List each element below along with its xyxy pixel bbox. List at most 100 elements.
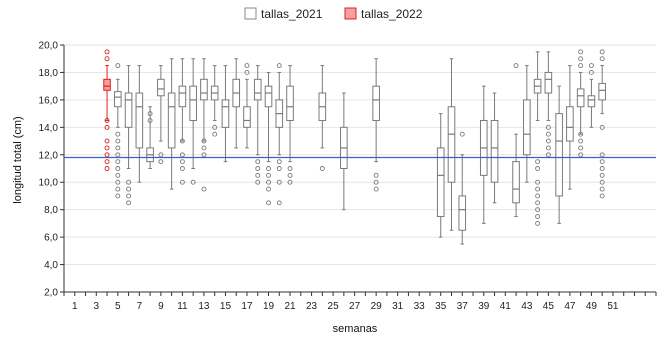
box bbox=[189, 85, 197, 121]
outlier-point bbox=[535, 220, 541, 226]
x-tick-label: 23 bbox=[306, 301, 318, 312]
box-week-48 bbox=[576, 49, 585, 158]
box bbox=[135, 92, 144, 149]
outlier-point bbox=[255, 166, 261, 171]
box-week-4 bbox=[103, 49, 111, 171]
outlier-point bbox=[545, 124, 551, 130]
box-week-9 bbox=[157, 65, 165, 165]
outlier-point bbox=[578, 152, 584, 158]
outlier-point bbox=[535, 159, 541, 165]
outlier-point bbox=[545, 131, 551, 137]
outlier-point bbox=[588, 69, 594, 75]
outlier-point bbox=[459, 131, 465, 137]
outlier-point bbox=[179, 179, 185, 185]
outlier-point bbox=[115, 63, 121, 69]
box-week-24 bbox=[318, 65, 327, 171]
outlier-point bbox=[599, 152, 605, 158]
outlier-point bbox=[599, 179, 605, 185]
outlier-point bbox=[535, 193, 541, 199]
box-week-39 bbox=[479, 85, 488, 224]
box bbox=[264, 85, 273, 108]
box bbox=[490, 119, 499, 183]
outlier-point bbox=[255, 159, 261, 165]
legend-swatch-tallas-2021 bbox=[244, 7, 257, 20]
box-week-11 bbox=[178, 58, 187, 185]
box bbox=[576, 88, 585, 108]
outlier-point bbox=[599, 49, 605, 55]
outlier-point bbox=[104, 56, 110, 62]
outlier-point bbox=[276, 159, 282, 165]
outlier-point bbox=[599, 186, 605, 192]
outlier-point bbox=[513, 63, 519, 69]
x-tick-label: 3 bbox=[94, 301, 100, 312]
axes: 2,04,06,08,010,012,014,016,018,020,01 3 5 7… bbox=[39, 41, 657, 312]
outlier-point bbox=[179, 138, 185, 144]
x-tick-label: 33 bbox=[414, 301, 426, 312]
outlier-point bbox=[147, 111, 153, 117]
outlier-point bbox=[201, 145, 207, 151]
outlier-point bbox=[201, 138, 207, 144]
box bbox=[436, 147, 445, 218]
box-week-40 bbox=[490, 92, 499, 204]
box bbox=[178, 85, 187, 108]
x-tick-label: 41 bbox=[500, 301, 512, 312]
outlier-point bbox=[115, 152, 121, 158]
outlier-point bbox=[535, 214, 541, 219]
y-tick-label: 8,0 bbox=[44, 205, 58, 216]
box-week-8 bbox=[146, 106, 154, 169]
outlier-point bbox=[545, 152, 551, 158]
box-week-10 bbox=[167, 58, 176, 190]
x-tick-label: 35 bbox=[435, 301, 447, 312]
outlier-point bbox=[115, 172, 121, 178]
outlier-point bbox=[158, 152, 164, 158]
legend: tallas_2021 tallas_2022 bbox=[244, 7, 423, 21]
outlier-point bbox=[201, 186, 207, 192]
x-tick-label: 37 bbox=[457, 301, 469, 312]
box bbox=[566, 106, 574, 142]
outlier-point bbox=[126, 200, 132, 206]
outlier-point bbox=[276, 200, 282, 206]
box-week-5 bbox=[114, 63, 122, 199]
box bbox=[372, 85, 380, 121]
y-tick-label: 4,0 bbox=[44, 260, 58, 271]
outlier-point bbox=[104, 152, 110, 158]
box-week-42 bbox=[512, 63, 520, 218]
box bbox=[124, 92, 133, 128]
outlier-point bbox=[179, 159, 185, 165]
outlier-point bbox=[266, 166, 271, 171]
box bbox=[458, 195, 467, 231]
outlier-point bbox=[115, 166, 121, 171]
legend-label-tallas-2021: tallas_2021 bbox=[261, 7, 323, 21]
box-week-21 bbox=[286, 65, 294, 185]
box bbox=[103, 78, 111, 91]
outlier-point bbox=[104, 159, 110, 165]
box bbox=[157, 78, 165, 97]
outlier-point bbox=[599, 124, 605, 130]
x-tick-label: 29 bbox=[371, 301, 383, 312]
outlier-point bbox=[588, 63, 594, 69]
outlier-point bbox=[535, 186, 541, 192]
x-tick-label: 17 bbox=[241, 301, 253, 312]
x-tick-label: 21 bbox=[284, 301, 296, 312]
outlier-point bbox=[104, 118, 110, 123]
outlier-point bbox=[535, 179, 541, 185]
outlier-point bbox=[115, 186, 121, 192]
box-week-26 bbox=[340, 92, 348, 211]
outlier-point bbox=[212, 131, 218, 137]
boxes bbox=[103, 49, 606, 245]
box-week-35 bbox=[436, 113, 445, 238]
y-tick-label: 16,0 bbox=[39, 95, 59, 106]
outlier-point bbox=[578, 131, 584, 137]
x-tick-label: 11 bbox=[177, 301, 188, 312]
outlier-point bbox=[599, 193, 605, 199]
outlier-point bbox=[266, 172, 271, 178]
outlier-point bbox=[212, 124, 218, 130]
outlier-point bbox=[104, 49, 110, 55]
y-tick-label: 10,0 bbox=[39, 178, 59, 189]
box bbox=[447, 106, 456, 183]
outlier-point bbox=[115, 159, 121, 165]
outlier-point bbox=[126, 186, 132, 192]
outlier-point bbox=[319, 166, 325, 171]
outlier-point bbox=[276, 179, 282, 185]
